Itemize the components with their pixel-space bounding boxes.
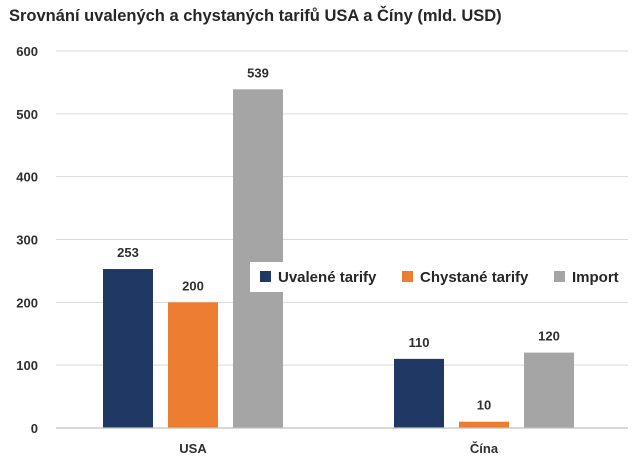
data-label: 110 (409, 335, 430, 350)
y-tick-label: 600 (16, 44, 38, 59)
x-category-label: Čína (470, 441, 499, 456)
legend: Uvalené tarify Chystané tarify Import (250, 262, 627, 292)
y-tick-label: 100 (16, 358, 38, 373)
data-labels: 253 200 539 110 10 120 (117, 65, 560, 412)
data-label: 200 (182, 278, 204, 293)
bars (103, 89, 574, 428)
y-tick-label: 500 (16, 107, 38, 122)
bar-čína-2 (459, 421, 509, 428)
legend-swatch (402, 271, 413, 282)
bar-čína-3 (524, 352, 574, 428)
y-axis-ticks: 0 100 200 300 400 500 600 (16, 44, 38, 436)
chart-title: Srovnání uvalených a chystaných tarifů U… (9, 7, 502, 25)
data-label: 539 (247, 65, 269, 80)
bar-usa-3 (233, 89, 283, 428)
data-label: 10 (477, 398, 491, 413)
legend-label: Uvalené tarify (278, 269, 377, 286)
data-label: 120 (538, 329, 560, 344)
legend-swatch (260, 271, 271, 282)
y-tick-label: 400 (16, 170, 38, 185)
y-tick-label: 0 (31, 421, 38, 436)
bar-usa-1 (103, 269, 153, 428)
bar-čína-1 (394, 358, 444, 428)
data-label: 253 (117, 245, 139, 260)
legend-label: Import (572, 269, 619, 286)
x-axis-categories: USA Čína (179, 441, 499, 456)
legend-swatch (554, 271, 565, 282)
legend-label: Chystané tarify (420, 269, 529, 286)
y-tick-label: 200 (16, 295, 38, 310)
x-category-label: USA (179, 441, 207, 456)
y-tick-label: 300 (16, 233, 38, 248)
bar-usa-2 (168, 302, 218, 428)
